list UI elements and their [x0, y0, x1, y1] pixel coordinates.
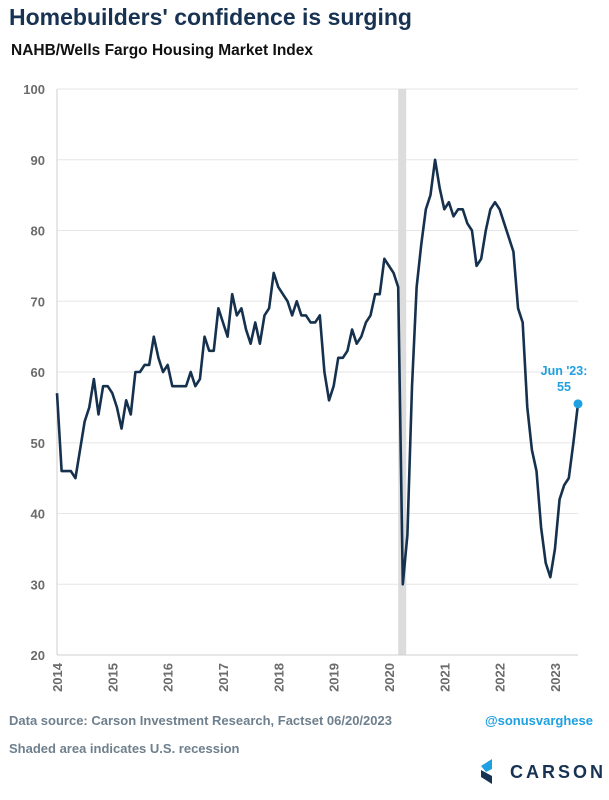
last-point-marker	[573, 399, 583, 409]
y-tick-label: 80	[31, 224, 45, 239]
x-tick-label: 2020	[382, 663, 397, 692]
y-tick-label: 40	[31, 507, 45, 522]
series-line	[55, 158, 580, 586]
y-tick-label: 50	[31, 436, 45, 451]
y-tick-label: 30	[31, 577, 45, 592]
x-tick-label: 2017	[216, 663, 231, 692]
x-tick-label: 2016	[161, 663, 176, 692]
y-tick-label: 20	[31, 648, 45, 663]
callout-label-line1: Jun '23:	[541, 364, 588, 378]
carson-logo-icon	[481, 759, 492, 784]
y-tick-label: 90	[31, 153, 45, 168]
line-chart: 20 30 40 50 60 70 80 90 100 2014 2015 2016 2017 2018…	[23, 82, 588, 692]
x-tick-label: 2018	[271, 663, 286, 692]
x-tick-label: 2021	[437, 663, 452, 692]
y-tick-label: 70	[31, 294, 45, 309]
y-tick-label: 60	[31, 365, 45, 380]
x-tick-label: 2019	[327, 663, 342, 692]
data-source-text: Data source: Carson Investment Research,…	[9, 713, 392, 728]
author-handle[interactable]: @sonusvarghese	[484, 713, 593, 728]
x-tick-label: 2022	[493, 663, 508, 692]
recession-note: Shaded area indicates U.S. recession	[9, 741, 240, 756]
chart-title: Homebuilders' confidence is surging	[9, 4, 412, 30]
y-tick-label: 100	[23, 82, 45, 97]
x-tick-label: 2015	[105, 663, 120, 692]
chart-subtitle: NAHB/Wells Fargo Housing Market Index	[11, 42, 314, 59]
x-axis: 2014 2015 2016 2017 2018 2019 2020 2021 2022 2023	[50, 654, 578, 692]
x-tick-label: 2014	[50, 662, 65, 692]
x-tick-label: 2023	[548, 663, 563, 692]
y-axis: 20 30 40 50 60 70 80 90 100	[23, 82, 58, 663]
recession-band	[398, 89, 407, 655]
logo-text: CARSON	[510, 762, 607, 782]
callout-label-line2: 55	[557, 380, 571, 394]
